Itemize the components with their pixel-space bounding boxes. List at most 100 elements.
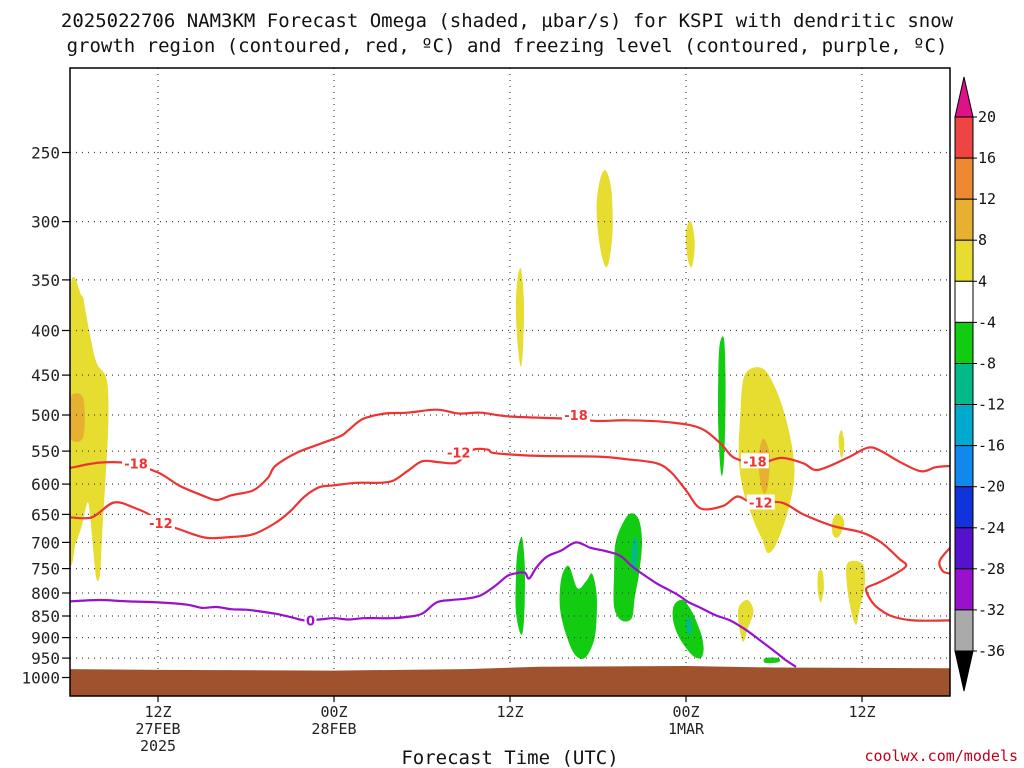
omega-region-11 [737, 599, 754, 642]
omega-region-8 [831, 513, 845, 538]
contour-label-bg [444, 444, 473, 460]
x-tick-label: 27FEB [135, 720, 180, 738]
y-tick-label: 500 [31, 406, 60, 425]
colorbar-band [954, 568, 974, 611]
y-tick-label: 1000 [21, 669, 60, 688]
colorbar-label: 4 [978, 272, 987, 290]
omega-region-7 [838, 429, 845, 458]
y-tick-label: 350 [31, 271, 60, 290]
x-tick-label: 28FEB [311, 720, 356, 738]
omega-region-15 [631, 536, 638, 574]
colorbar-under-arrow [954, 650, 974, 692]
contour-label: -12 [447, 447, 471, 462]
omega-region-18 [717, 336, 726, 476]
omega-region-2 [596, 170, 613, 268]
plot-background [70, 68, 950, 696]
chart-title-line2: growth region (contoured, red, ºC) and f… [67, 35, 948, 57]
omega-region-4 [685, 221, 695, 268]
colorbar-label: -16 [978, 437, 1005, 455]
y-tick-label: 650 [31, 505, 60, 524]
contour-label-bg [740, 453, 769, 469]
omega-region-19 [763, 657, 781, 664]
ground-surface [70, 666, 950, 696]
colorbar: 20 16 12 8 4 -4 -8 -12 -16 -20 -24 -28 -32 -36 [954, 76, 1005, 692]
y-tick-label: 250 [31, 144, 60, 163]
contour-label-bg [304, 612, 317, 628]
colorbar-band [954, 609, 974, 652]
contour-label: -12 [149, 517, 173, 532]
y-tick-label: 300 [31, 213, 60, 232]
colorbar-label: -12 [978, 396, 1005, 414]
omega-region-10 [817, 569, 824, 603]
plot-area: -18 -18 -18 -12 -12 -12 0 [70, 68, 950, 696]
contour-label-bg [122, 455, 150, 471]
y-tick-label: 550 [31, 442, 60, 461]
credit-text: coolwx.com/models [864, 747, 1018, 765]
omega-region-9 [846, 560, 866, 625]
colorbar-band [954, 239, 974, 282]
colorbar-label: -28 [978, 560, 1005, 578]
colorbar-band [954, 157, 974, 200]
colorbar-label: -8 [978, 355, 996, 373]
contour-label-bg [146, 515, 175, 530]
x-tick-label: 12Z [848, 703, 875, 721]
colorbar-over-arrow [954, 76, 974, 118]
colorbar-band [954, 198, 974, 241]
colorbar-label: -32 [978, 601, 1005, 619]
colorbar-band [954, 527, 974, 570]
contour-3 [70, 541, 797, 668]
colorbar-band [954, 404, 974, 447]
x-tick-label: 1MAR [668, 720, 705, 738]
contour-label: -18 [743, 455, 767, 470]
colorbar-label: 12 [978, 190, 996, 208]
y-axis-ticks: 250 300 350 400 450 500 550 600 650 700 750 800 850 9… [21, 144, 70, 688]
colorbar-label: 8 [978, 231, 987, 249]
contour-label: 0 [306, 614, 315, 629]
y-tick-label: 750 [31, 560, 60, 579]
omega-region-12 [515, 536, 525, 635]
omega-region-17 [685, 617, 693, 635]
omega-region-0 [70, 276, 109, 582]
y-tick-label: 850 [31, 607, 60, 626]
omega-region-13 [559, 565, 597, 659]
colorbar-label: 16 [978, 149, 996, 167]
omega-region-3 [515, 268, 525, 367]
contour-label-bg [562, 407, 590, 422]
y-tick-label: 700 [31, 533, 60, 552]
colorbar-label: -20 [978, 478, 1005, 496]
contour-1 [70, 447, 950, 622]
colorbar-label: -4 [978, 313, 996, 331]
y-tick-label: 800 [31, 584, 60, 603]
y-tick-label: 600 [31, 475, 60, 494]
contour-label: -12 [749, 497, 773, 512]
contour-label: -18 [564, 409, 588, 424]
chart-title-line1: 2025022706 NAM3KM Forecast Omega (shaded… [61, 10, 954, 32]
colorbar-label: 20 [978, 108, 996, 126]
x-tick-label: 00Z [672, 703, 699, 721]
colorbar-label: -36 [978, 642, 1005, 660]
contour-label-bg [746, 494, 775, 510]
colorbar-band [954, 445, 974, 488]
contour-label: -18 [124, 457, 148, 472]
contour-lines: -18 -18 -18 -12 -12 -12 0 [70, 407, 950, 668]
colorbar-label: -24 [978, 519, 1005, 537]
x-tick-label: 2025 [140, 737, 176, 755]
x-tick-label: 00Z [320, 703, 347, 721]
colorbar-band [954, 280, 974, 323]
y-tick-label: 450 [31, 366, 60, 385]
contour-2 [938, 547, 950, 575]
y-tick-label: 900 [31, 629, 60, 648]
colorbar-band [954, 363, 974, 406]
colorbar-band [954, 116, 974, 159]
omega-region-1 [70, 393, 85, 442]
x-tick-label: 12Z [144, 703, 171, 721]
colorbar-band [954, 486, 974, 529]
omega-shading [70, 170, 866, 664]
x-axis-label: Forecast Time (UTC) [401, 747, 618, 768]
y-tick-label: 950 [31, 649, 60, 668]
colorbar-band [954, 321, 974, 364]
x-tick-label: 12Z [496, 703, 523, 721]
y-tick-label: 400 [31, 322, 60, 341]
